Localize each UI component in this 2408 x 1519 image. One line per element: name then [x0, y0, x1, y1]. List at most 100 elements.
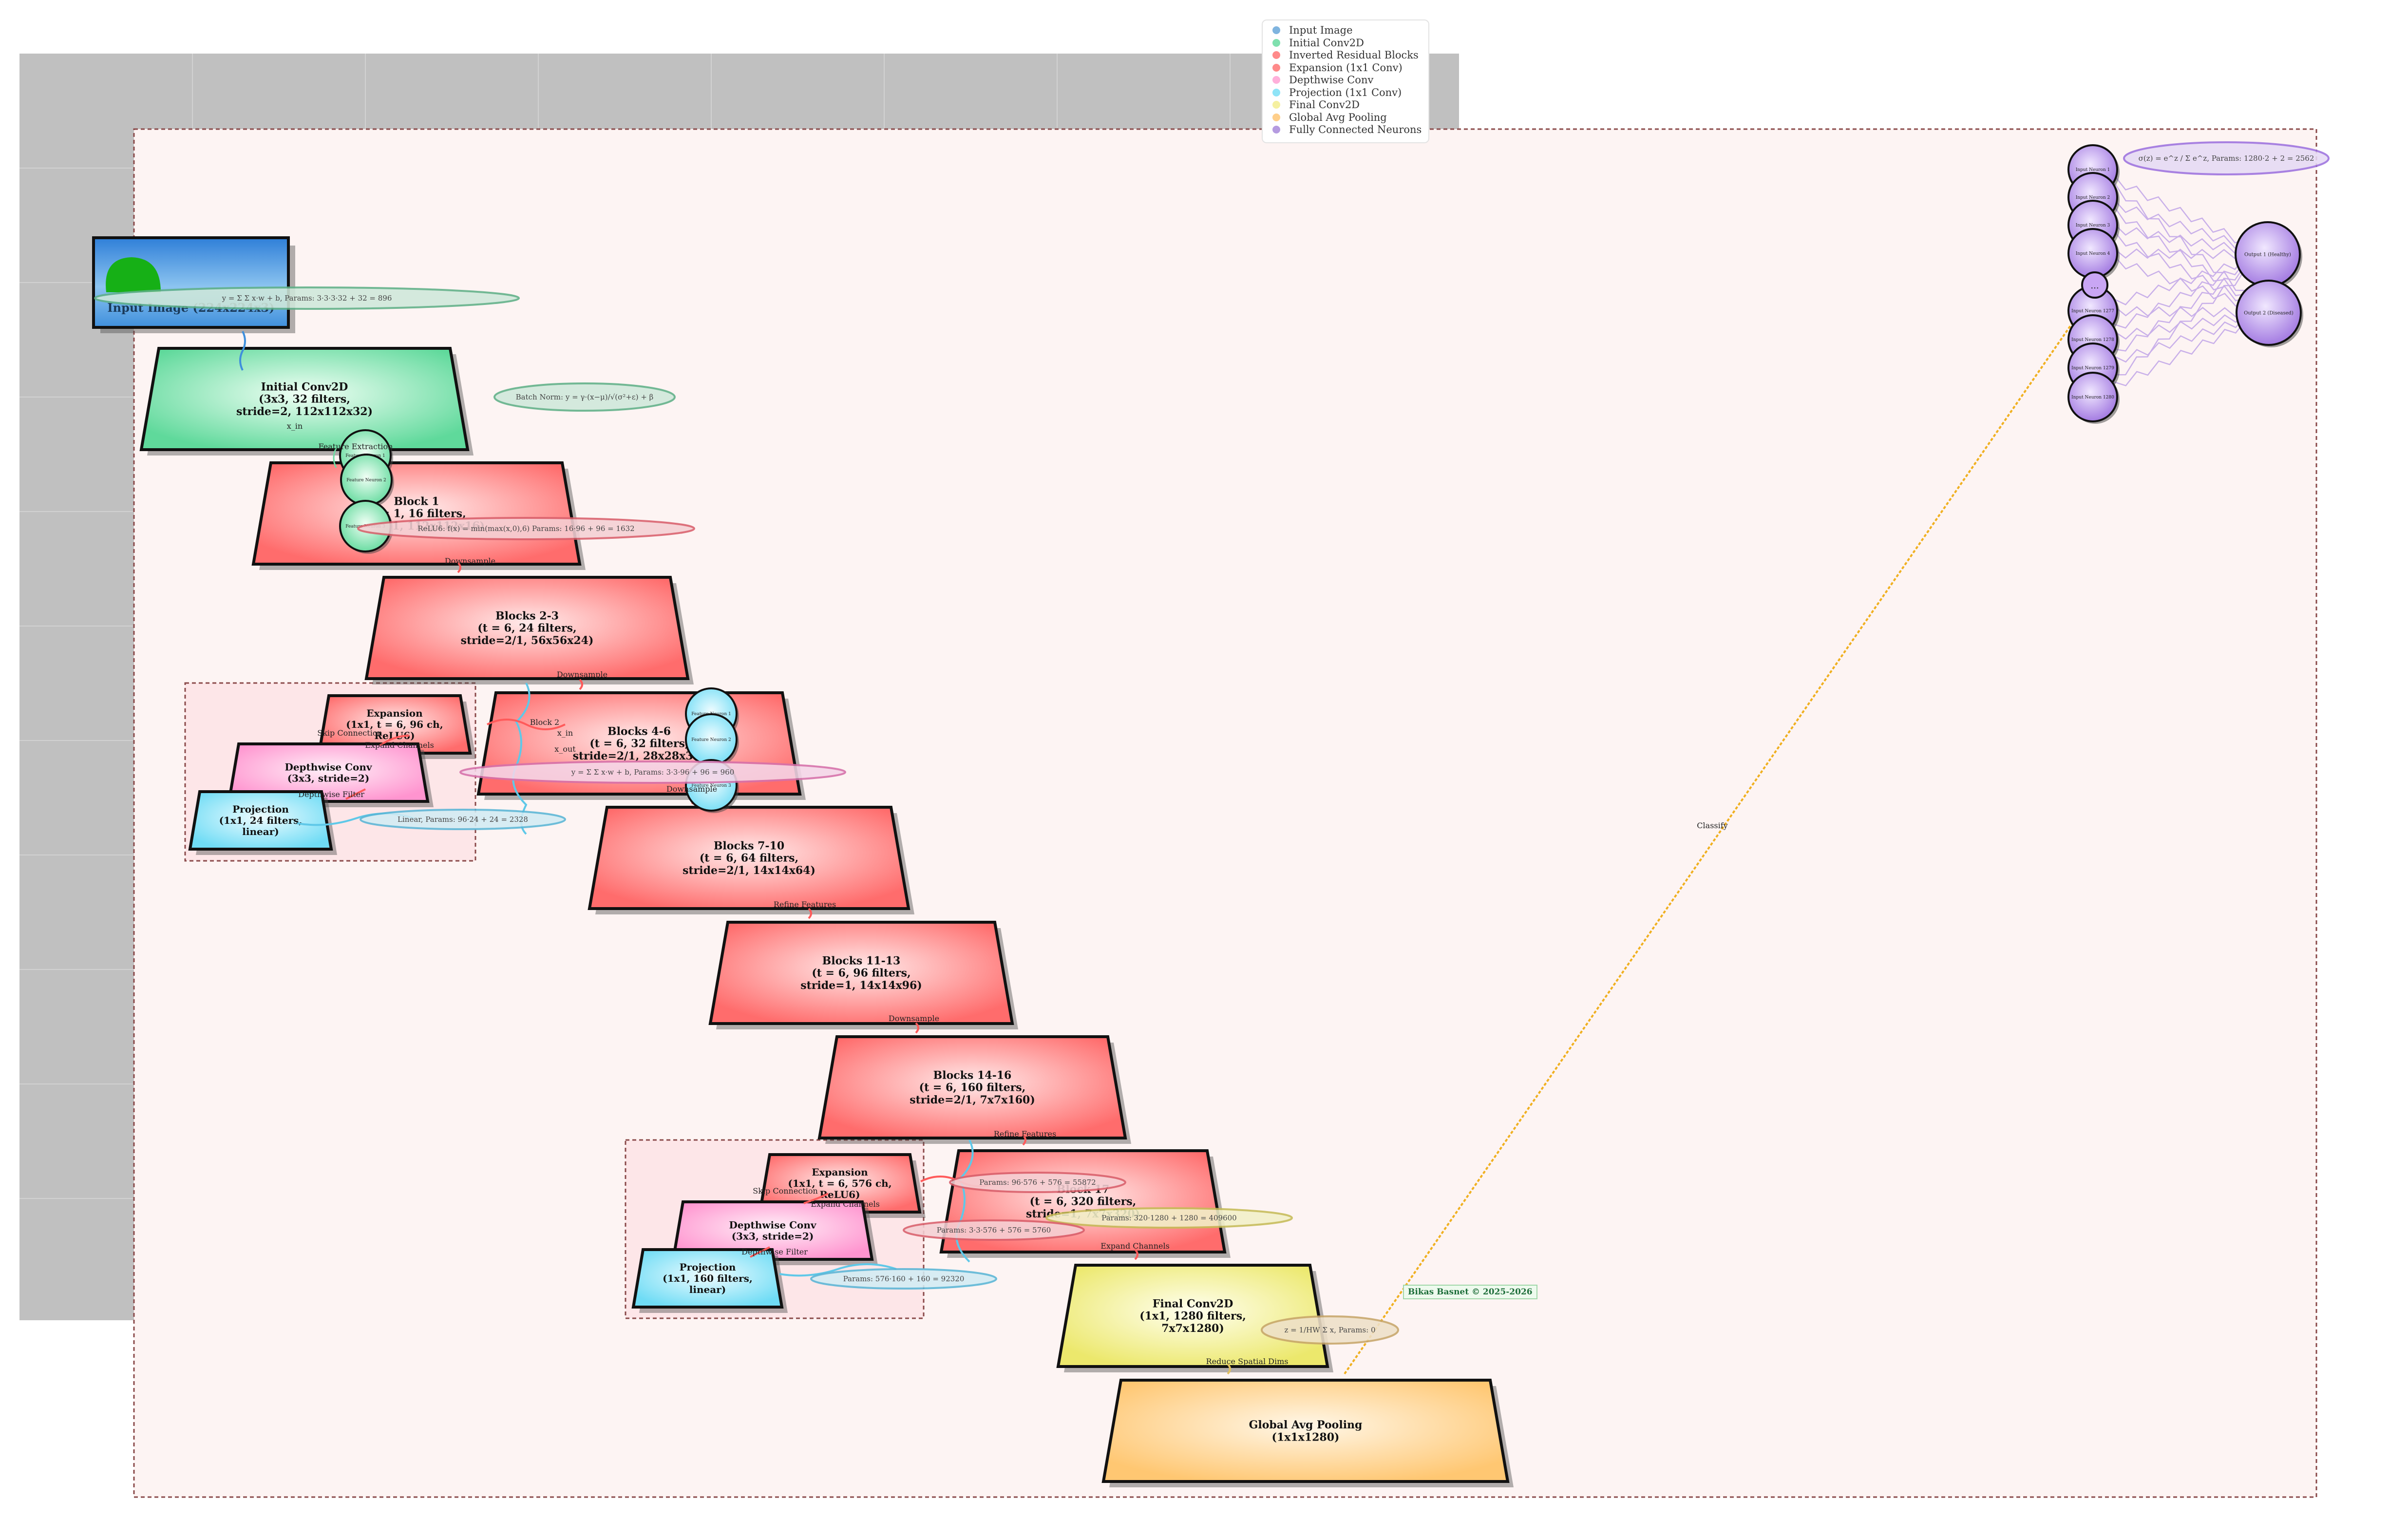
block-label: stride=2/1, 28x28x32): [573, 750, 706, 762]
legend-swatch-icon: [1272, 51, 1280, 59]
legend-label: Final Conv2D: [1289, 99, 1360, 111]
annotation-linear: Linear, Params: 96·24 + 24 = 2328: [360, 809, 566, 830]
block-shape: [1101, 1379, 1510, 1483]
edge-label-x-out: x_out: [554, 744, 576, 754]
legend-item: Expansion (1x1 Conv): [1272, 62, 1403, 74]
fc-link: [2092, 249, 2269, 369]
annotation-text: Params: 96·576 + 576 = 55872: [979, 1178, 1096, 1187]
annotation-text: Params: 320·1280 + 1280 = 409600: [1101, 1214, 1236, 1222]
block-label: Final Conv2D: [1153, 1297, 1233, 1310]
annotation-text: y = Σ Σ x·w + b, Params: 3·3·96 + 96 = 9…: [571, 768, 735, 777]
edge-label-downsample: Downsample: [889, 1014, 939, 1023]
block-shape: [817, 1035, 1127, 1139]
block-label: Blocks 2-3: [495, 609, 559, 622]
fc-link: [2092, 249, 2269, 398]
edge-label-downsample: Downsample: [557, 670, 607, 679]
block-label: linear): [689, 1284, 726, 1295]
neuron-label: Input Neuron 2: [2076, 195, 2110, 200]
neuron-label: Input Neuron 1277: [2071, 309, 2114, 314]
ellipsis-circle: [2081, 271, 2108, 299]
block-gap: Global Avg Pooling(1x1x1280): [1101, 1379, 1514, 1487]
neuron: Input Neuron 1280: [2067, 372, 2120, 424]
edge-label-reduce-spatial-dims: Reduce Spatial Dims: [1206, 1357, 1289, 1366]
legend-item: Global Avg Pooling: [1272, 112, 1387, 123]
block-label: (t = 6, 96 filters,: [812, 967, 910, 980]
neuron: Feature Neuron 2: [340, 454, 394, 508]
block-block17: Block 17(t = 6, 320 filters,stride=1, 7x…: [939, 1149, 1231, 1258]
annotation-ellipse: [2123, 141, 2330, 175]
block-label: Depthwise Conv: [284, 761, 372, 773]
block-block7-10: Blocks 7-10(t = 6, 64 filters,stride=2/1…: [588, 806, 914, 914]
block-label: (1x1, t = 6, 576 ch,: [788, 1177, 891, 1189]
annotation-dw-formula: y = Σ Σ x·w + b, Params: 3·3·96 + 96 = 9…: [459, 760, 846, 784]
annotation-softmax: σ(z) = e^z / Σ e^z, Params: 1280·2 + 2 =…: [2123, 141, 2330, 175]
annotation-relu6: ReLU6: f(x) = min(max(x,0),6) Params: 16…: [357, 517, 695, 540]
legend-label: Inverted Residual Blocks: [1289, 49, 1419, 61]
annotation-text: z = 1/HW Σ x, Params: 0: [1284, 1326, 1375, 1334]
annotation-b17-params: Params: 320·1280 + 1280 = 409600: [1045, 1207, 1293, 1229]
annotation-gap-formula: z = 1/HW Σ x, Params: 0: [1261, 1315, 1399, 1345]
edge-label-refine-features: Refine Features: [774, 900, 836, 909]
block-label: (1x1, 160 filters,: [663, 1272, 753, 1284]
legend-label: Projection (1x1 Conv): [1289, 86, 1402, 98]
legend-swatch-icon: [1272, 126, 1280, 133]
neuron-label: Input Neuron 3: [2076, 223, 2110, 228]
neuron: Feature Neuron 2: [685, 713, 739, 767]
fc-link: [2092, 197, 2269, 311]
legend-swatch-icon: [1272, 101, 1280, 109]
block-label: (1x1x1280): [1272, 1431, 1340, 1443]
annotation-text: Params: 3·3·576 + 576 = 5760: [937, 1226, 1051, 1234]
annotation-text: σ(z) = e^z / Σ e^z, Params: 1280·2 + 2 =…: [2139, 154, 2314, 163]
leaf-icon: [106, 257, 161, 292]
block-label: (t = 6, 160 filters,: [919, 1082, 1026, 1094]
block-shape: [364, 576, 690, 680]
block-label: stride=2/1, 14x14x64): [683, 864, 815, 877]
annotation-ellipse: [810, 1268, 997, 1290]
block-label: (3x3, stride=2): [287, 773, 370, 784]
legend-item: Fully Connected Neurons: [1272, 124, 1422, 135]
legend-item: Input Image: [1272, 24, 1353, 36]
annotations: y = Σ Σ x·w + b, Params: 3·3·3·32 + 32 =…: [94, 141, 2330, 1345]
block-label: stride=2/1, 56x56x24): [461, 634, 594, 647]
block-label: Expansion: [812, 1166, 868, 1178]
edge-label-downsample: Downsample: [666, 784, 717, 794]
annotation-exp2-params: Params: 96·576 + 576 = 55872: [949, 1172, 1126, 1193]
block-label: stride=2, 112x112x32): [236, 405, 373, 418]
block-label: stride=1, 14x14x96): [800, 979, 922, 992]
block-shape: [139, 347, 470, 451]
edge-label-skip-connection: Skip Connection: [753, 1186, 818, 1196]
annotation-proj2-params: Params: 576·160 + 160 = 92320: [810, 1268, 997, 1290]
block-block1: Block 1(t = 1, 16 filters,stride=1, 112x…: [251, 461, 586, 570]
block-shape: [317, 694, 472, 755]
edge-label-depthwise-filter: Depthwise Filter: [741, 1247, 808, 1256]
edge-label-expand-channels: Expand Channels: [365, 741, 434, 750]
input-image-block: Input Image (224x224x3): [92, 236, 295, 333]
legend-label: Input Image: [1289, 24, 1353, 36]
fc-link: [2092, 308, 2269, 398]
legend-label: Global Avg Pooling: [1289, 111, 1387, 123]
legend-label: Depthwise Conv: [1289, 74, 1374, 86]
block-label: Projection: [232, 803, 289, 815]
block-initial-conv: Initial Conv2D(3x3, 32 filters,stride=2,…: [139, 347, 474, 456]
legend-item: Initial Conv2D: [1272, 37, 1364, 49]
block-shape: [227, 742, 430, 803]
block-label: linear): [242, 826, 279, 837]
neuron-label: Feature Neuron 3: [691, 783, 731, 788]
neuron-label: Feature Neuron 2: [691, 738, 731, 742]
block-block4-6: Blocks 4-6(t = 6, 32 filters,stride=2/1,…: [476, 691, 806, 800]
annotation-ellipse: [949, 1172, 1126, 1193]
block-label: Blocks 7-10: [714, 839, 784, 852]
block-proj2: Projection(1x1, 160 filters,linear): [631, 1248, 788, 1313]
annotation-text: y = Σ Σ x·w + b, Params: 3·3·3·32 + 32 =…: [222, 294, 392, 303]
annotation-ellipse: [493, 382, 676, 412]
neuron-label: Input Neuron 1: [2076, 168, 2110, 172]
edge-label-block2: Block 2: [530, 718, 559, 727]
neuron: Output 2 (Diseased): [2236, 280, 2303, 347]
block-shape: [631, 1248, 784, 1309]
block-label: Blocks 4-6: [607, 725, 671, 738]
neuron-label: Output 2 (Diseased): [2244, 311, 2294, 316]
block-label: Expansion: [366, 707, 423, 719]
edge-label-x-in: x_in: [557, 728, 573, 738]
block-shape: [758, 1153, 922, 1214]
